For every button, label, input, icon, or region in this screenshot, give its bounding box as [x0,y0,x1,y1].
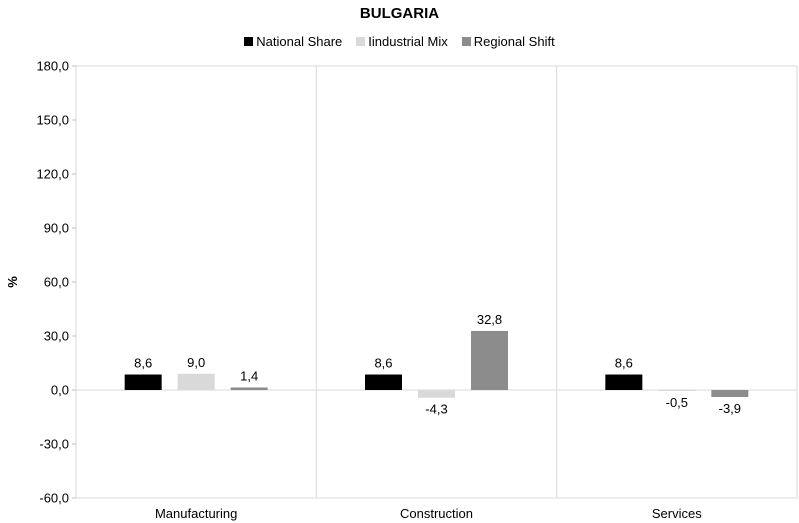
x-tick-label: Manufacturing [155,506,237,521]
data-label: 9,0 [187,355,205,370]
y-tick-label: 60,0 [44,275,69,290]
data-label: 8,6 [134,356,152,371]
bar [177,373,215,390]
data-label: 32,8 [477,312,502,327]
legend-label-regional-shift: Regional Shift [473,34,555,49]
plot-border [75,65,798,499]
y-tick-label: 90,0 [44,221,69,236]
legend-label-industrial-mix: Iindustrial Mix [368,34,448,49]
legend-swatch-industrial-mix [356,37,366,46]
x-tick-label: Construction [400,506,473,521]
bar [658,390,696,391]
y-tick-label: 150,0 [36,113,69,128]
bar [365,374,402,390]
bar [605,374,643,390]
y-axis-label: % [5,276,20,288]
legend-swatch-regional-shift [461,37,471,46]
y-tick-label: 180,0 [36,59,69,74]
data-label: 8,6 [615,356,633,371]
bar [124,374,162,390]
legend-item-national-share: National Share [244,34,342,49]
data-label: -4,3 [425,402,447,417]
legend-label-national-share: National Share [256,34,343,49]
legend-item-regional-shift: Regional Shift [461,34,555,49]
bar [230,387,268,390]
data-label: 8,6 [374,356,392,371]
data-label: -0,5 [666,395,688,410]
y-tick-label: 120,0 [36,167,69,182]
legend: National Share Iindustrial Mix Regional … [0,34,799,49]
bar [471,330,508,390]
y-tick-label: -60,0 [39,491,69,506]
data-label: -3,9 [719,401,741,416]
data-label: 1,4 [240,368,258,383]
y-tick-label: -30,0 [39,437,69,452]
bar [418,390,455,398]
x-tick-label: Services [652,506,702,521]
legend-item-industrial-mix: Iindustrial Mix [356,34,448,49]
y-tick-label: 30,0 [44,329,69,344]
y-tick-label: 0,0 [51,383,69,398]
chart-title: BULGARIA [359,5,440,22]
legend-swatch-national-share [244,37,254,46]
bar [711,390,749,398]
